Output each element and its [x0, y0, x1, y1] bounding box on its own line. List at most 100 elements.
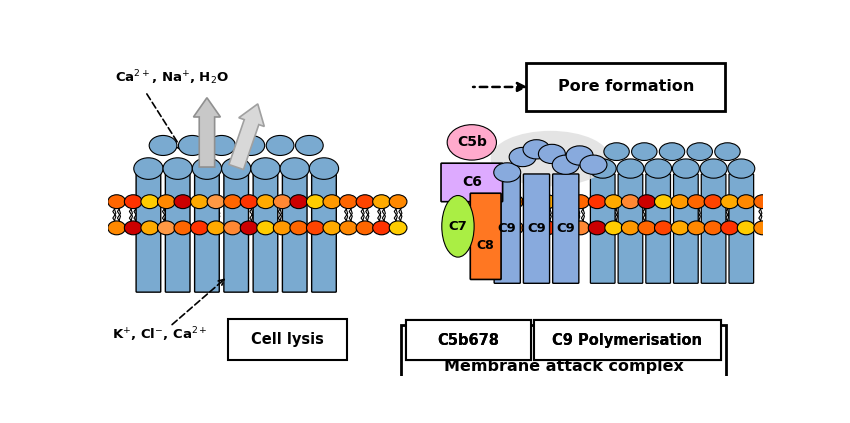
Text: C5b678: C5b678: [438, 333, 500, 348]
Ellipse shape: [241, 195, 258, 209]
Ellipse shape: [307, 195, 324, 209]
Text: C5b678: C5b678: [438, 333, 500, 348]
Text: C9: C9: [527, 222, 546, 235]
Ellipse shape: [178, 135, 207, 156]
Text: C9: C9: [498, 222, 517, 235]
FancyBboxPatch shape: [401, 325, 726, 379]
FancyBboxPatch shape: [441, 163, 502, 202]
Ellipse shape: [617, 159, 644, 178]
Ellipse shape: [555, 221, 573, 235]
Ellipse shape: [280, 158, 309, 179]
FancyBboxPatch shape: [534, 320, 721, 360]
Ellipse shape: [638, 221, 655, 235]
Ellipse shape: [290, 221, 308, 235]
Ellipse shape: [192, 158, 222, 179]
Ellipse shape: [621, 221, 639, 235]
Text: C6: C6: [462, 176, 482, 190]
Ellipse shape: [257, 195, 275, 209]
Ellipse shape: [237, 135, 264, 156]
Ellipse shape: [274, 195, 291, 209]
Ellipse shape: [473, 221, 490, 235]
FancyArrow shape: [194, 98, 220, 167]
Ellipse shape: [572, 221, 589, 235]
Ellipse shape: [174, 221, 192, 235]
Text: C7: C7: [449, 220, 468, 233]
FancyBboxPatch shape: [646, 174, 671, 283]
Ellipse shape: [621, 195, 639, 209]
FancyBboxPatch shape: [729, 174, 754, 283]
Ellipse shape: [251, 158, 280, 179]
Ellipse shape: [309, 158, 338, 179]
Ellipse shape: [688, 221, 706, 235]
Ellipse shape: [108, 221, 126, 235]
FancyBboxPatch shape: [406, 320, 531, 360]
Ellipse shape: [456, 195, 473, 209]
Ellipse shape: [266, 135, 294, 156]
Ellipse shape: [456, 221, 473, 235]
Ellipse shape: [566, 146, 593, 165]
Ellipse shape: [372, 195, 390, 209]
FancyBboxPatch shape: [494, 174, 520, 283]
FancyBboxPatch shape: [591, 174, 615, 283]
Ellipse shape: [323, 221, 341, 235]
Ellipse shape: [589, 159, 616, 178]
Ellipse shape: [163, 158, 192, 179]
Ellipse shape: [389, 221, 407, 235]
Text: Ca$^{2+}$, Na$^{+}$, H$_2$O: Ca$^{2+}$, Na$^{+}$, H$_2$O: [115, 69, 229, 87]
Ellipse shape: [241, 221, 258, 235]
Text: C9 Polymerisation: C9 Polymerisation: [552, 333, 702, 348]
Ellipse shape: [224, 195, 241, 209]
Ellipse shape: [339, 221, 357, 235]
Ellipse shape: [715, 143, 740, 160]
Ellipse shape: [150, 135, 177, 156]
FancyBboxPatch shape: [701, 174, 726, 283]
Ellipse shape: [124, 221, 142, 235]
Ellipse shape: [307, 221, 324, 235]
Text: C5b: C5b: [457, 135, 487, 149]
Ellipse shape: [605, 221, 622, 235]
Ellipse shape: [323, 195, 341, 209]
Ellipse shape: [356, 221, 374, 235]
FancyArrow shape: [229, 104, 264, 170]
FancyBboxPatch shape: [282, 171, 307, 292]
Ellipse shape: [580, 155, 607, 174]
Ellipse shape: [522, 195, 540, 209]
Ellipse shape: [671, 195, 688, 209]
Ellipse shape: [494, 163, 521, 182]
Ellipse shape: [124, 195, 142, 209]
Ellipse shape: [224, 221, 241, 235]
Ellipse shape: [604, 143, 629, 160]
Ellipse shape: [588, 221, 606, 235]
Ellipse shape: [672, 159, 700, 178]
Ellipse shape: [737, 221, 755, 235]
Ellipse shape: [296, 135, 323, 156]
Ellipse shape: [190, 221, 208, 235]
Ellipse shape: [207, 135, 235, 156]
FancyBboxPatch shape: [166, 171, 190, 292]
Ellipse shape: [552, 155, 579, 174]
Ellipse shape: [108, 195, 126, 209]
Ellipse shape: [700, 159, 727, 178]
Ellipse shape: [728, 159, 755, 178]
Text: C9 Polymerisation: C9 Polymerisation: [552, 333, 702, 348]
Ellipse shape: [638, 195, 655, 209]
FancyBboxPatch shape: [618, 174, 643, 283]
Ellipse shape: [754, 195, 772, 209]
Ellipse shape: [737, 195, 755, 209]
Ellipse shape: [356, 195, 374, 209]
FancyBboxPatch shape: [552, 174, 579, 283]
Ellipse shape: [754, 221, 772, 235]
Ellipse shape: [489, 221, 507, 235]
Ellipse shape: [141, 221, 159, 235]
Ellipse shape: [538, 144, 565, 164]
Ellipse shape: [174, 195, 192, 209]
Ellipse shape: [660, 143, 685, 160]
FancyBboxPatch shape: [673, 174, 698, 283]
Ellipse shape: [489, 195, 507, 209]
Text: K$^{+}$, Cl$^{-}$, Ca$^{2+}$: K$^{+}$, Cl$^{-}$, Ca$^{2+}$: [112, 326, 207, 344]
Ellipse shape: [522, 221, 540, 235]
Ellipse shape: [447, 125, 496, 160]
Ellipse shape: [257, 221, 275, 235]
Text: Membrane attack complex: Membrane attack complex: [444, 359, 683, 374]
Ellipse shape: [157, 195, 175, 209]
